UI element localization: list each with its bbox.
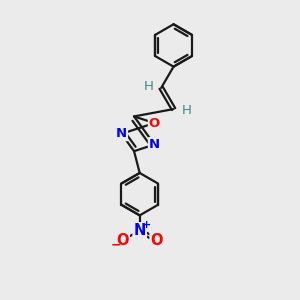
Text: O: O — [116, 232, 129, 247]
Text: +: + — [142, 220, 151, 230]
Text: N: N — [116, 127, 127, 140]
Text: O: O — [151, 232, 163, 247]
Text: −: − — [111, 239, 122, 252]
Text: H: H — [143, 80, 153, 93]
Text: N: N — [149, 138, 160, 151]
Text: N: N — [134, 223, 146, 238]
Text: O: O — [149, 117, 160, 130]
Text: H: H — [182, 104, 191, 117]
